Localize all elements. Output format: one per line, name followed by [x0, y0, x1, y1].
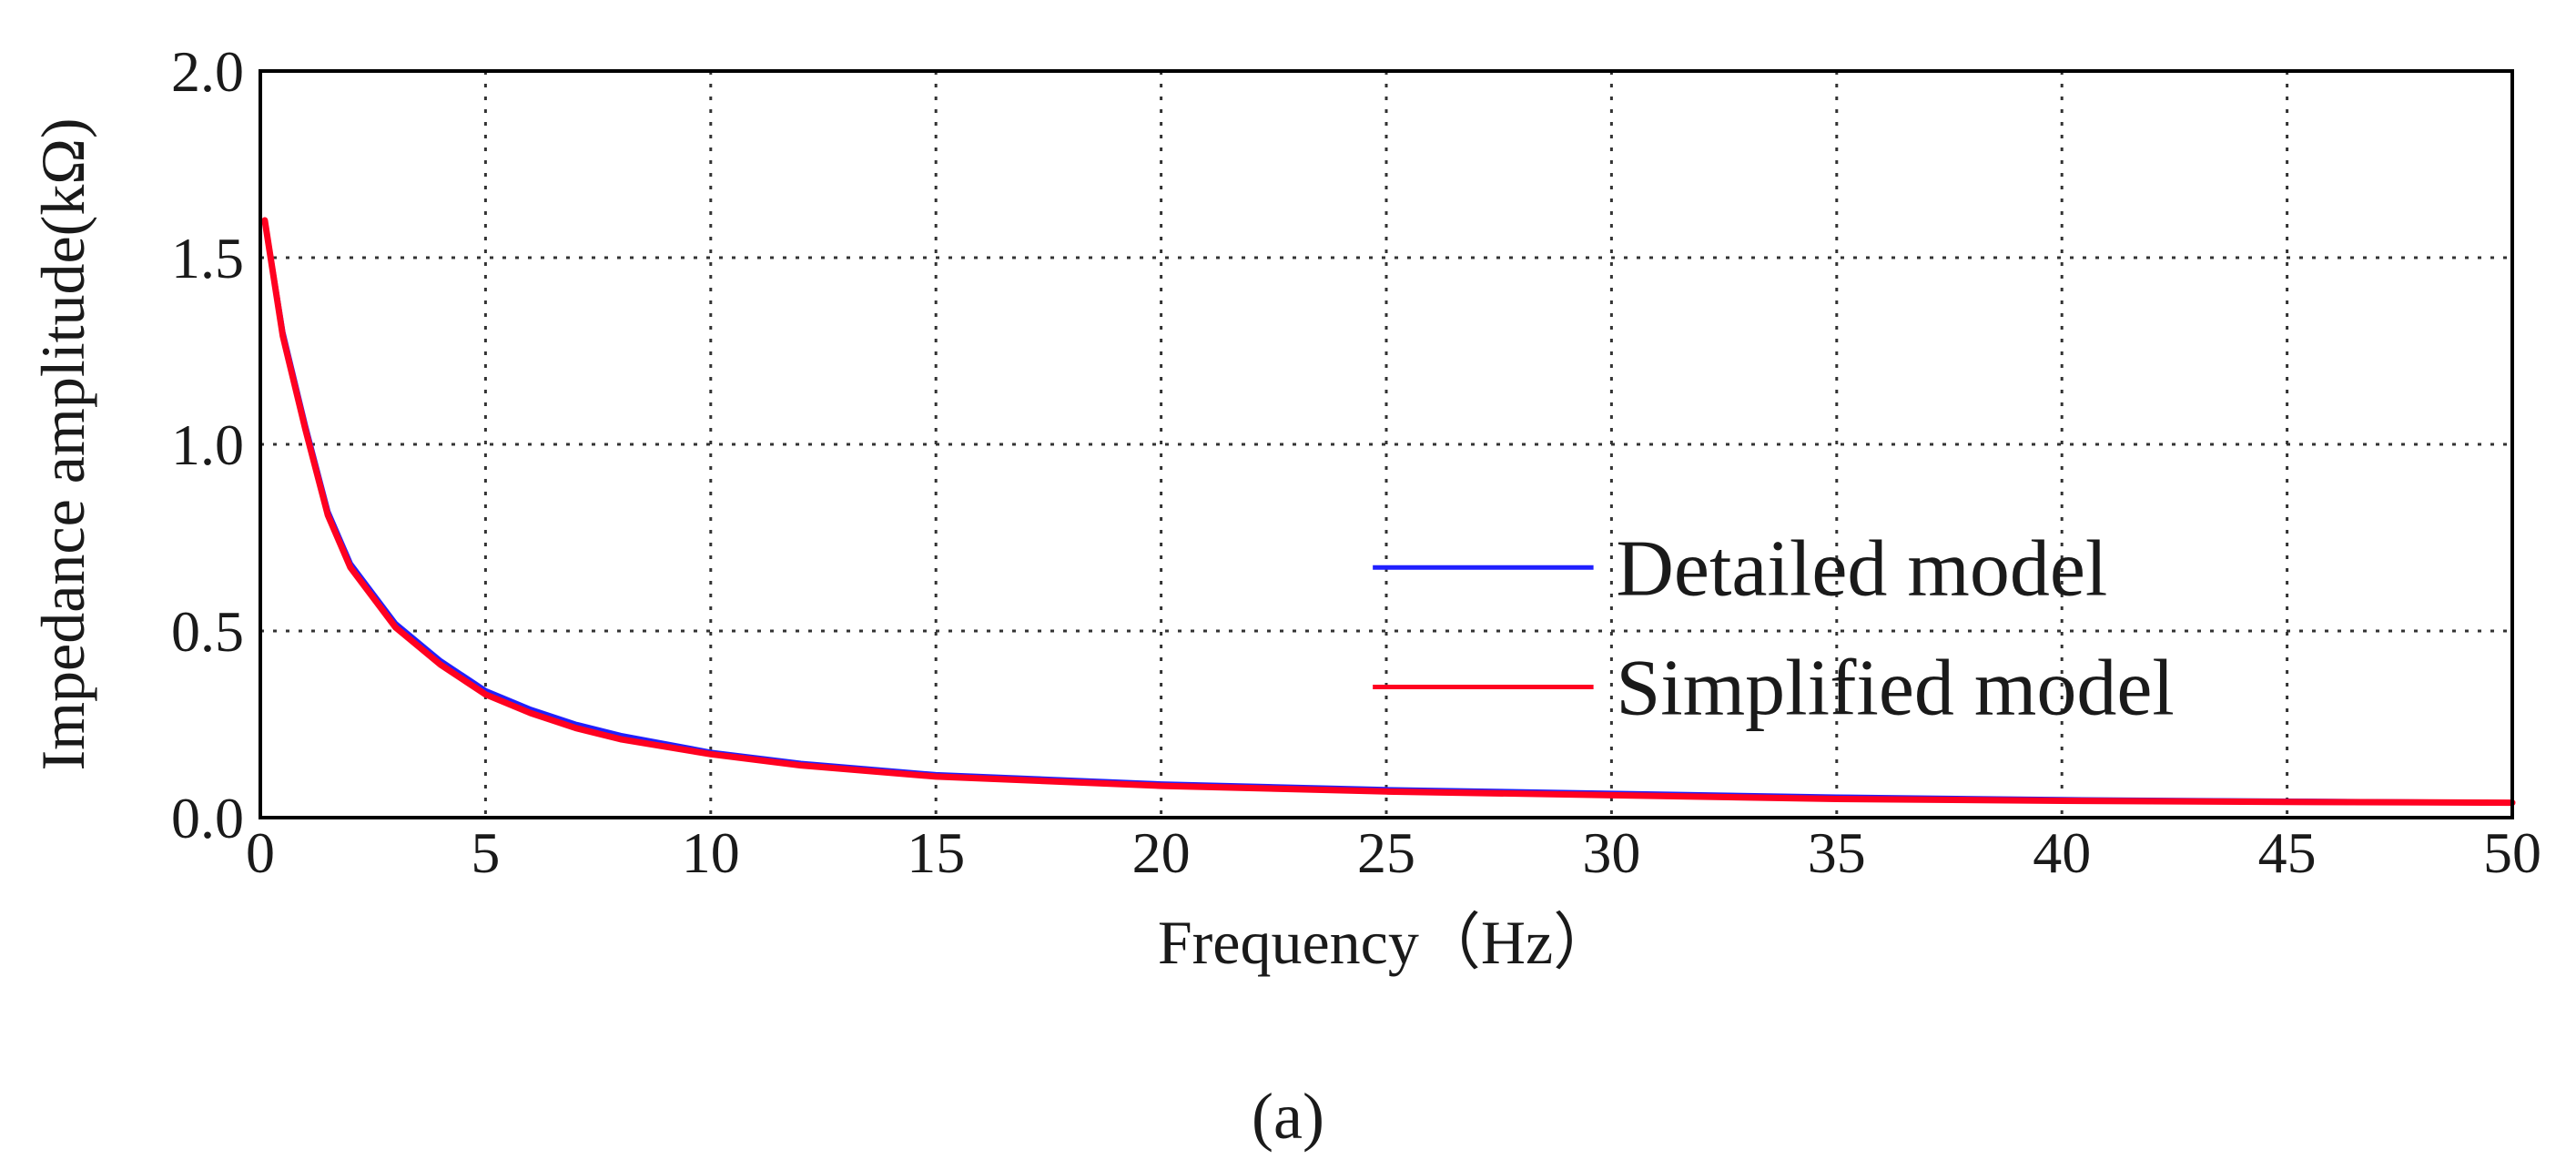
- legend-label-simplified-model: Simplified model: [1616, 645, 2175, 733]
- y-axis-title: Impedance amplitude(kΩ): [28, 117, 97, 770]
- x-tick-label: 20: [1132, 820, 1191, 885]
- x-tick-label: 10: [682, 820, 740, 885]
- plot-frame: [259, 69, 2514, 819]
- y-tick-label: 0.0: [171, 786, 244, 850]
- y-tick-label: 2.0: [171, 39, 244, 104]
- legend: Detailed model Simplified model: [1373, 524, 2175, 733]
- y-tick-labels: 0.0 0.5 1.0 1.5 2.0: [171, 39, 244, 850]
- x-tick-label: 30: [1582, 820, 1640, 885]
- x-tick-label: 25: [1357, 820, 1415, 885]
- x-tick-labels: 0 5 10 15 20 25 30 35 40 45 50: [246, 820, 2541, 885]
- x-tick-label: 35: [1808, 820, 1866, 885]
- series-line-detailed-model: [261, 218, 2515, 806]
- x-tick-label: 40: [2033, 820, 2091, 885]
- x-tick-label: 50: [2483, 820, 2541, 885]
- y-tick-label: 0.5: [171, 599, 244, 664]
- figure-caption: (a): [1252, 1080, 1324, 1153]
- x-tick-label: 0: [246, 820, 275, 885]
- series-layer: [261, 217, 2516, 807]
- y-tick-label: 1.5: [171, 226, 244, 290]
- x-tick-label: 5: [471, 820, 500, 885]
- x-axis-title: Frequency（Hz）: [1158, 908, 1615, 977]
- x-tick-label: 15: [907, 820, 965, 885]
- y-tick-label: 1.0: [171, 412, 244, 477]
- series-line-simplified-model: [261, 217, 2516, 807]
- legend-label-detailed-model: Detailed model: [1616, 524, 2107, 613]
- x-tick-label: 45: [2258, 820, 2317, 885]
- grid-lines: [260, 71, 2512, 818]
